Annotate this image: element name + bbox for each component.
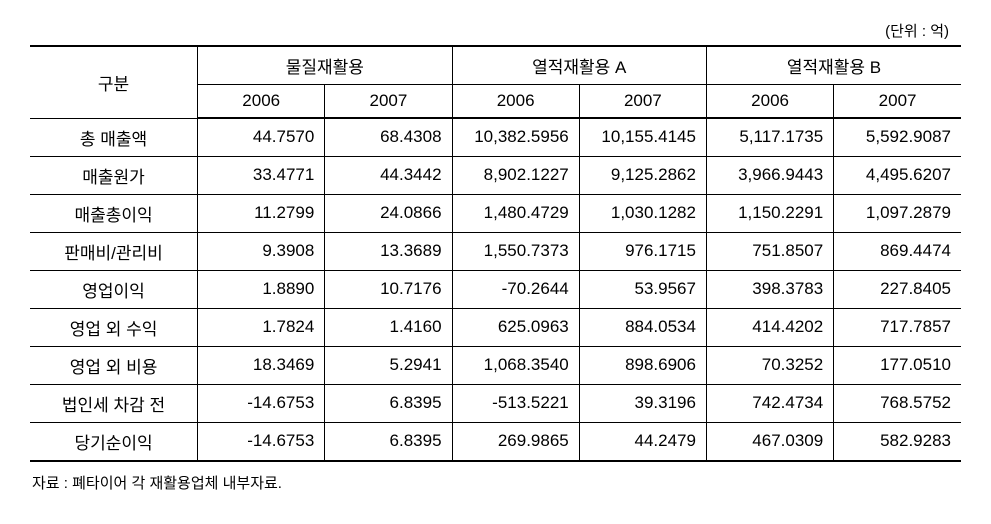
cell-value: 5,592.9087 xyxy=(834,118,961,156)
table-body: 총 매출액44.757068.430810,382.595610,155.414… xyxy=(30,118,961,461)
cell-value: 1,480.4729 xyxy=(452,194,579,232)
cell-value: 1,550.7373 xyxy=(452,232,579,270)
table-row: 매출원가33.477144.34428,902.12279,125.28623,… xyxy=(30,156,961,194)
header-year: 2007 xyxy=(834,85,961,119)
cell-value: 13.3689 xyxy=(325,232,452,270)
cell-value: 768.5752 xyxy=(834,384,961,422)
cell-value: 582.9283 xyxy=(834,422,961,461)
cell-value: -14.6753 xyxy=(198,384,325,422)
cell-value: 717.7857 xyxy=(834,308,961,346)
cell-value: 269.9865 xyxy=(452,422,579,461)
cell-value: 398.3783 xyxy=(706,270,833,308)
cell-value: -70.2644 xyxy=(452,270,579,308)
table-row: 매출총이익11.279924.08661,480.47291,030.12821… xyxy=(30,194,961,232)
cell-value: 884.0534 xyxy=(579,308,706,346)
table-row: 영업 외 비용18.34695.29411,068.3540898.690670… xyxy=(30,346,961,384)
financial-table: 구분 물질재활용 열적재활용 A 열적재활용 B 2006 2007 2006 … xyxy=(30,45,961,462)
unit-label: (단위 : 억) xyxy=(30,20,961,41)
cell-value: 53.9567 xyxy=(579,270,706,308)
cell-value: 742.4734 xyxy=(706,384,833,422)
cell-value: 44.2479 xyxy=(579,422,706,461)
cell-value: 70.3252 xyxy=(706,346,833,384)
cell-value: 1,097.2879 xyxy=(834,194,961,232)
cell-value: 6.8395 xyxy=(325,422,452,461)
cell-value: 869.4474 xyxy=(834,232,961,270)
cell-value: 24.0866 xyxy=(325,194,452,232)
header-year: 2006 xyxy=(198,85,325,119)
row-label: 법인세 차감 전 xyxy=(30,384,198,422)
cell-value: 6.8395 xyxy=(325,384,452,422)
cell-value: 1.7824 xyxy=(198,308,325,346)
cell-value: 10,382.5956 xyxy=(452,118,579,156)
row-label: 판매비/관리비 xyxy=(30,232,198,270)
table-row: 영업 외 수익1.78241.4160625.0963884.0534414.4… xyxy=(30,308,961,346)
table-row: 당기순이익-14.67536.8395269.986544.2479467.03… xyxy=(30,422,961,461)
row-label: 매출원가 xyxy=(30,156,198,194)
table-row: 법인세 차감 전-14.67536.8395-513.522139.319674… xyxy=(30,384,961,422)
cell-value: -513.5221 xyxy=(452,384,579,422)
row-label: 영업 외 수익 xyxy=(30,308,198,346)
header-year: 2006 xyxy=(706,85,833,119)
header-year: 2007 xyxy=(579,85,706,119)
cell-value: 1,150.2291 xyxy=(706,194,833,232)
header-category: 구분 xyxy=(30,46,198,118)
cell-value: 11.2799 xyxy=(198,194,325,232)
cell-value: 44.3442 xyxy=(325,156,452,194)
cell-value: 9,125.2862 xyxy=(579,156,706,194)
table-row: 영업이익1.889010.7176-70.264453.9567398.3783… xyxy=(30,270,961,308)
cell-value: 44.7570 xyxy=(198,118,325,156)
header-year: 2006 xyxy=(452,85,579,119)
cell-value: 10.7176 xyxy=(325,270,452,308)
cell-value: 33.4771 xyxy=(198,156,325,194)
cell-value: 227.8405 xyxy=(834,270,961,308)
source-note: 자료 : 폐타이어 각 재활용업체 내부자료. xyxy=(30,472,961,493)
cell-value: 18.3469 xyxy=(198,346,325,384)
cell-value: 467.0309 xyxy=(706,422,833,461)
header-year: 2007 xyxy=(325,85,452,119)
cell-value: 9.3908 xyxy=(198,232,325,270)
header-row-groups: 구분 물질재활용 열적재활용 A 열적재활용 B xyxy=(30,46,961,85)
cell-value: 5,117.1735 xyxy=(706,118,833,156)
cell-value: 1.8890 xyxy=(198,270,325,308)
cell-value: 1,030.1282 xyxy=(579,194,706,232)
cell-value: 625.0963 xyxy=(452,308,579,346)
cell-value: 4,495.6207 xyxy=(834,156,961,194)
cell-value: 8,902.1227 xyxy=(452,156,579,194)
header-group-1: 열적재활용 A xyxy=(452,46,706,85)
cell-value: 39.3196 xyxy=(579,384,706,422)
cell-value: 414.4202 xyxy=(706,308,833,346)
cell-value: 68.4308 xyxy=(325,118,452,156)
table-row: 총 매출액44.757068.430810,382.595610,155.414… xyxy=(30,118,961,156)
cell-value: 10,155.4145 xyxy=(579,118,706,156)
row-label: 영업 외 비용 xyxy=(30,346,198,384)
header-group-2: 열적재활용 B xyxy=(706,46,961,85)
cell-value: 1.4160 xyxy=(325,308,452,346)
header-group-0: 물질재활용 xyxy=(198,46,452,85)
row-label: 영업이익 xyxy=(30,270,198,308)
cell-value: 1,068.3540 xyxy=(452,346,579,384)
cell-value: -14.6753 xyxy=(198,422,325,461)
cell-value: 3,966.9443 xyxy=(706,156,833,194)
cell-value: 751.8507 xyxy=(706,232,833,270)
cell-value: 976.1715 xyxy=(579,232,706,270)
row-label: 당기순이익 xyxy=(30,422,198,461)
row-label: 매출총이익 xyxy=(30,194,198,232)
cell-value: 5.2941 xyxy=(325,346,452,384)
cell-value: 898.6906 xyxy=(579,346,706,384)
row-label: 총 매출액 xyxy=(30,118,198,156)
table-row: 판매비/관리비9.390813.36891,550.7373976.171575… xyxy=(30,232,961,270)
cell-value: 177.0510 xyxy=(834,346,961,384)
